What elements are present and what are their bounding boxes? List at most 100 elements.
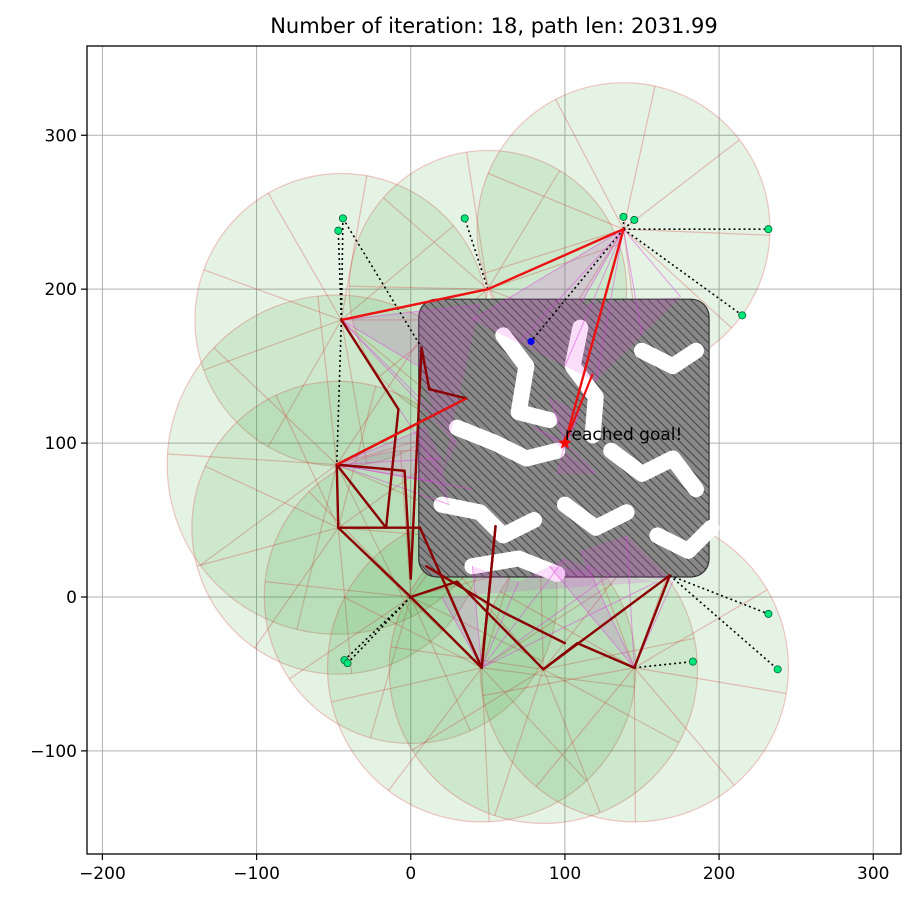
tree-edge bbox=[428, 388, 468, 400]
tree-edge bbox=[409, 580, 459, 599]
visibility-ray bbox=[595, 229, 624, 382]
tree-edge bbox=[340, 318, 400, 411]
visibility-ray bbox=[549, 396, 566, 444]
tree-edge bbox=[409, 595, 483, 669]
visibility-ray bbox=[623, 228, 681, 298]
leaf-link bbox=[530, 228, 625, 343]
sector-ray bbox=[317, 296, 338, 465]
visibility-fan bbox=[472, 229, 681, 382]
tree-edge bbox=[455, 580, 545, 671]
visibility-ray bbox=[341, 304, 481, 321]
sector-ray bbox=[203, 319, 342, 371]
leaf-node bbox=[773, 665, 782, 674]
sector-ray bbox=[623, 228, 770, 236]
tree-edge bbox=[420, 346, 431, 391]
free-channel bbox=[603, 442, 704, 498]
solution-path-segment bbox=[336, 397, 467, 466]
goal-star bbox=[558, 436, 572, 449]
sector-ray bbox=[340, 175, 368, 321]
leaf-node bbox=[343, 659, 352, 668]
sector-ray bbox=[481, 583, 612, 669]
sector-ray bbox=[633, 667, 735, 786]
tree-edge bbox=[335, 463, 340, 529]
visibility-fan bbox=[549, 535, 673, 668]
visibility-fan bbox=[441, 558, 658, 668]
sector-ray bbox=[199, 464, 338, 566]
free-channel bbox=[556, 496, 635, 536]
visibility-fan bbox=[336, 427, 473, 505]
axes-frame bbox=[86, 45, 902, 855]
sector-ray bbox=[482, 667, 635, 697]
sector-ray bbox=[337, 527, 353, 674]
visibility-ray bbox=[549, 565, 635, 669]
solution-path bbox=[341, 227, 625, 444]
visibility-ray bbox=[564, 228, 624, 367]
sector-ray bbox=[369, 596, 412, 738]
sector-ray bbox=[487, 170, 561, 290]
visibility-ray bbox=[579, 228, 624, 305]
free-channel bbox=[495, 327, 558, 428]
sector-ray bbox=[344, 596, 482, 669]
free-channel bbox=[449, 419, 566, 467]
tree-edge bbox=[480, 524, 497, 669]
sector-ray bbox=[387, 667, 483, 791]
leaf-node bbox=[334, 226, 343, 235]
leaf-node bbox=[619, 212, 628, 221]
sector-ray bbox=[213, 347, 338, 466]
sector-ray bbox=[633, 589, 768, 669]
sector-ray bbox=[487, 243, 620, 290]
leaf-node bbox=[764, 609, 773, 618]
leaf-link bbox=[669, 574, 779, 670]
sector-ray bbox=[167, 453, 337, 466]
visibility-fan bbox=[534, 396, 596, 474]
sector-ray bbox=[622, 85, 656, 230]
leaf-node bbox=[630, 215, 639, 224]
sector-ray bbox=[481, 667, 587, 782]
sector-ray bbox=[331, 667, 482, 703]
visibility-ray bbox=[533, 427, 566, 444]
visibility-ray bbox=[336, 464, 450, 506]
tree-edge bbox=[576, 641, 636, 669]
visibility-ray bbox=[471, 566, 483, 668]
tree-edge bbox=[424, 564, 505, 614]
sector-ray bbox=[411, 668, 544, 751]
leaf-link bbox=[346, 596, 412, 664]
sector-ray bbox=[494, 669, 544, 816]
x-tick-label: 200 bbox=[703, 864, 735, 884]
sector-ray bbox=[267, 192, 342, 321]
y-tick-label: 100 bbox=[45, 434, 77, 454]
x-tick-label: −100 bbox=[233, 864, 280, 884]
tree-edge bbox=[403, 469, 412, 580]
sector-ray bbox=[340, 225, 454, 321]
visibility-ray bbox=[518, 228, 624, 344]
sector-ray bbox=[205, 465, 339, 529]
x-tick-label: 300 bbox=[857, 864, 889, 884]
free-channel bbox=[464, 550, 566, 582]
visibility-ray bbox=[579, 550, 635, 668]
sector-ray bbox=[275, 394, 339, 528]
sector-ray bbox=[196, 527, 339, 567]
sector-ray bbox=[383, 197, 489, 290]
visibility-ray bbox=[481, 581, 658, 669]
visibility-ray bbox=[336, 427, 427, 466]
visibility-ray bbox=[341, 319, 419, 367]
tree-edge bbox=[409, 346, 423, 580]
sector-ray bbox=[555, 99, 625, 230]
y-tick-label: −100 bbox=[30, 742, 77, 762]
sector-ray bbox=[399, 450, 412, 598]
sector-ray bbox=[203, 269, 342, 321]
sector-ray bbox=[265, 581, 411, 598]
sector-ray bbox=[481, 667, 635, 688]
tree-edge bbox=[335, 463, 406, 472]
visibility-ray bbox=[623, 229, 643, 336]
sector-ray bbox=[336, 323, 432, 465]
leaf-node bbox=[764, 225, 773, 234]
leaf-node bbox=[738, 311, 747, 320]
sector-ray bbox=[296, 464, 338, 630]
sector-ray bbox=[336, 464, 413, 617]
sector-ray bbox=[410, 596, 471, 732]
sector-ray bbox=[487, 172, 624, 230]
sector-ray bbox=[390, 646, 544, 670]
visibility-ray bbox=[481, 558, 566, 669]
leaf-link bbox=[342, 217, 423, 349]
